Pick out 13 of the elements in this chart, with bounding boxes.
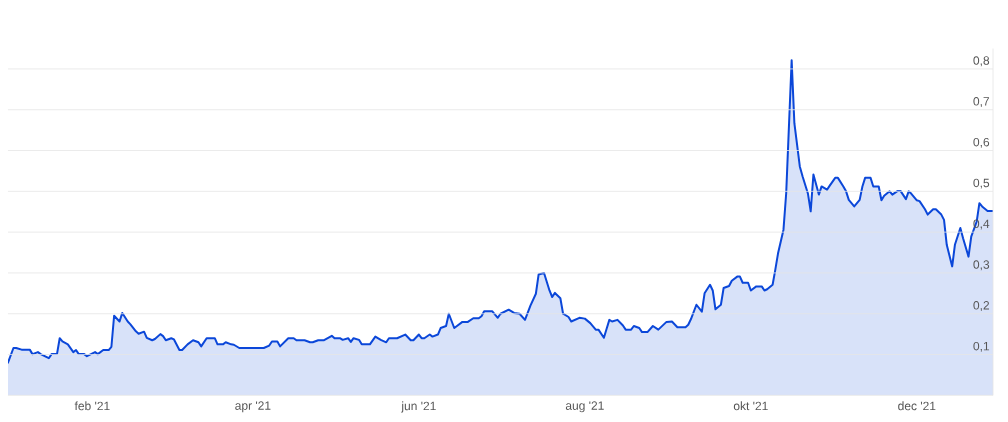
y-tick-label: 0,1 (973, 341, 990, 352)
x-tick-label: jun '21 (401, 401, 436, 413)
y-tick-label: 0,2 (973, 301, 990, 312)
x-tick-label: aug '21 (565, 401, 604, 413)
x-tick-label: dec '21 (898, 401, 936, 411)
x-tick-label: okt '21 (733, 401, 768, 411)
x-tick-label: feb '21 (74, 401, 110, 411)
y-tick-label: 0,3 (973, 260, 990, 271)
y-tick-label: 0,5 (973, 178, 990, 189)
y-tick-label: 0,6 (973, 137, 990, 148)
y-tick-label: 0,8 (973, 56, 990, 67)
x-tick-label: apr '21 (235, 401, 271, 413)
y-tick-label: 0,7 (973, 97, 990, 108)
